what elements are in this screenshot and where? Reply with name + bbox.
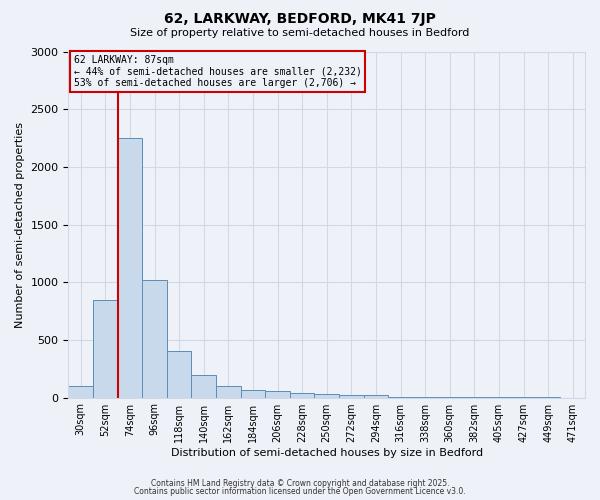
Bar: [339, 394, 364, 398]
Bar: [265, 391, 290, 398]
Bar: [241, 390, 265, 398]
Bar: [388, 396, 413, 398]
Bar: [93, 300, 118, 398]
Bar: [314, 394, 339, 398]
Bar: [191, 374, 216, 398]
Text: 62 LARKWAY: 87sqm
← 44% of semi-detached houses are smaller (2,232)
53% of semi-: 62 LARKWAY: 87sqm ← 44% of semi-detached…: [74, 55, 361, 88]
Bar: [68, 386, 93, 398]
Bar: [290, 393, 314, 398]
Text: 62, LARKWAY, BEDFORD, MK41 7JP: 62, LARKWAY, BEDFORD, MK41 7JP: [164, 12, 436, 26]
Bar: [118, 138, 142, 398]
Text: Contains public sector information licensed under the Open Government Licence v3: Contains public sector information licen…: [134, 487, 466, 496]
Bar: [216, 386, 241, 398]
Y-axis label: Number of semi-detached properties: Number of semi-detached properties: [15, 122, 25, 328]
Bar: [142, 280, 167, 398]
Bar: [364, 396, 388, 398]
X-axis label: Distribution of semi-detached houses by size in Bedford: Distribution of semi-detached houses by …: [170, 448, 483, 458]
Text: Size of property relative to semi-detached houses in Bedford: Size of property relative to semi-detach…: [130, 28, 470, 38]
Text: Contains HM Land Registry data © Crown copyright and database right 2025.: Contains HM Land Registry data © Crown c…: [151, 478, 449, 488]
Bar: [167, 352, 191, 398]
Bar: [413, 397, 437, 398]
